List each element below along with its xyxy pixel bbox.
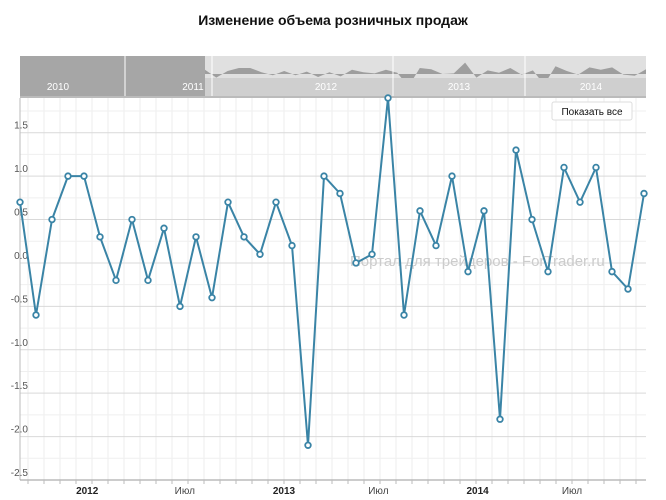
y-axis: 1.51.00.50.0-0.5-1.0-1.5-2.0-2.5 <box>11 121 29 479</box>
data-point[interactable] <box>384 94 392 102</box>
data-point[interactable] <box>192 233 200 241</box>
data-point[interactable] <box>480 207 488 215</box>
data-point[interactable] <box>176 302 184 311</box>
data-point[interactable] <box>288 241 296 250</box>
x-tick-label: Июл <box>562 486 582 497</box>
data-point[interactable] <box>448 172 456 180</box>
data-point[interactable] <box>80 172 88 180</box>
data-point[interactable] <box>32 311 40 319</box>
series-layer <box>16 94 648 449</box>
data-point[interactable] <box>432 241 440 250</box>
y-tick-label: -0.5 <box>11 294 29 305</box>
y-tick-label: -1.5 <box>11 381 29 392</box>
x-axis: 2012 Июл 2013 Июл 2014 Июл <box>20 479 646 497</box>
navigator-unselected-range[interactable] <box>20 56 205 96</box>
x-tick-label: 2014 <box>466 486 489 497</box>
y-tick-label: -1.0 <box>11 338 29 349</box>
data-point[interactable] <box>304 441 312 449</box>
data-point[interactable] <box>576 198 584 206</box>
show-all-button-label[interactable]: Показать все <box>561 107 622 118</box>
data-point[interactable] <box>608 267 616 276</box>
x-tick-label: Июл <box>175 486 195 497</box>
data-point[interactable] <box>208 293 216 302</box>
show-all-button[interactable]: Показать все <box>551 101 633 121</box>
data-point[interactable] <box>48 215 56 224</box>
navigator-bottom-border <box>20 96 646 98</box>
navigator-year-label: 2011 <box>182 82 204 93</box>
grid-lines <box>19 98 646 481</box>
x-tick-label: 2013 <box>273 486 296 497</box>
data-point[interactable] <box>352 259 360 267</box>
data-point[interactable] <box>64 172 72 180</box>
x-tick-label: 2012 <box>76 486 99 497</box>
data-point[interactable] <box>400 311 408 319</box>
range-navigator[interactable]: 2010 2011 2012 2013 2014 <box>20 56 646 98</box>
show-all-button-bg[interactable] <box>551 101 633 121</box>
x-tick-label: Июл <box>368 486 388 497</box>
y-tick-label: 0.0 <box>14 251 28 262</box>
watermark-text: Портал для трейдеров - ForTrader.ru <box>350 253 605 270</box>
data-point[interactable] <box>560 163 568 172</box>
data-point[interactable] <box>320 172 328 180</box>
data-point[interactable] <box>160 224 168 232</box>
data-point[interactable] <box>544 267 552 276</box>
data-point[interactable] <box>464 267 472 276</box>
navigator-year-label: 2012 <box>315 82 338 93</box>
data-point[interactable] <box>640 189 648 198</box>
navigator-year-label: 2013 <box>448 82 471 93</box>
y-tick-label: 1.0 <box>14 164 28 175</box>
data-point[interactable] <box>224 198 232 206</box>
navigator-year-label: 2010 <box>47 82 70 93</box>
data-point[interactable] <box>512 146 520 154</box>
data-point[interactable] <box>496 415 504 423</box>
data-point[interactable] <box>96 233 104 241</box>
data-point[interactable] <box>416 207 424 215</box>
y-tick-label: -2.0 <box>11 425 29 436</box>
data-point[interactable] <box>144 276 152 285</box>
data-point[interactable] <box>240 233 248 241</box>
data-point[interactable] <box>336 189 344 198</box>
data-point[interactable] <box>256 250 264 258</box>
series-line <box>19 97 645 447</box>
navigator-year-label: 2014 <box>580 82 603 93</box>
y-tick-label: 1.5 <box>14 121 28 132</box>
data-point[interactable] <box>128 215 136 224</box>
data-point[interactable] <box>624 285 632 293</box>
data-point[interactable] <box>592 163 600 172</box>
data-point[interactable] <box>112 276 120 285</box>
y-tick-label: -2.5 <box>11 468 29 479</box>
data-point[interactable] <box>16 198 24 206</box>
data-point[interactable] <box>368 250 376 258</box>
navigator-lower-band <box>205 78 646 96</box>
data-point[interactable] <box>528 215 536 224</box>
data-point[interactable] <box>272 198 280 206</box>
chart-title: Изменение объема розничных продаж <box>198 12 468 28</box>
